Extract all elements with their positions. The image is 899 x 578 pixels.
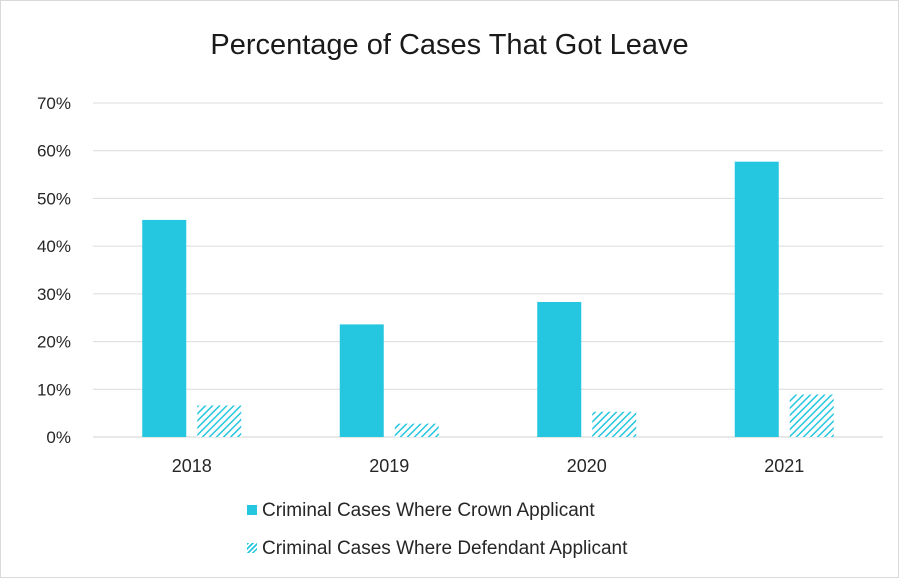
y-tick-label: 30%	[37, 285, 71, 304]
plot-area: 0% 10% 20% 30% 40% 50% 60% 70% 2018 2019 2020 2021	[37, 94, 883, 476]
x-tick-label: 2021	[764, 456, 804, 476]
legend: Criminal Cases Where Crown Applicant Cri…	[247, 499, 627, 575]
y-tick-label: 50%	[37, 189, 71, 208]
bar-defendant-applicant	[789, 394, 834, 437]
bar-crown-applicant	[339, 324, 384, 437]
y-tick-label: 10%	[37, 380, 71, 399]
bar-crown-applicant	[734, 161, 779, 437]
bar-defendant-applicant	[197, 405, 242, 437]
legend-item-crown: Criminal Cases Where Crown Applicant	[247, 499, 627, 523]
legend-swatch-hatched	[247, 542, 257, 553]
y-tick-label: 70%	[37, 94, 71, 113]
bar-defendant-applicant	[592, 411, 637, 437]
y-tick-label: 20%	[37, 333, 71, 352]
bar-defendant-applicant	[394, 423, 439, 437]
x-tick-label: 2018	[172, 456, 212, 476]
bar-crown-applicant	[142, 219, 187, 437]
y-tick-label: 40%	[37, 237, 71, 256]
bar-crown-applicant	[537, 301, 582, 437]
y-tick-label: 60%	[37, 142, 71, 161]
legend-item-defendant: Criminal Cases Where Defendant Applicant	[247, 537, 627, 561]
legend-label-defendant: Criminal Cases Where Defendant Applicant	[262, 538, 628, 559]
legend-label-crown: Criminal Cases Where Crown Applicant	[262, 500, 595, 521]
x-tick-label: 2020	[567, 456, 607, 476]
chart-title: Percentage of Cases That Got Leave	[210, 29, 689, 61]
legend-swatch-solid	[247, 504, 257, 515]
y-tick-label: 0%	[46, 428, 71, 447]
x-tick-label: 2019	[369, 456, 409, 476]
